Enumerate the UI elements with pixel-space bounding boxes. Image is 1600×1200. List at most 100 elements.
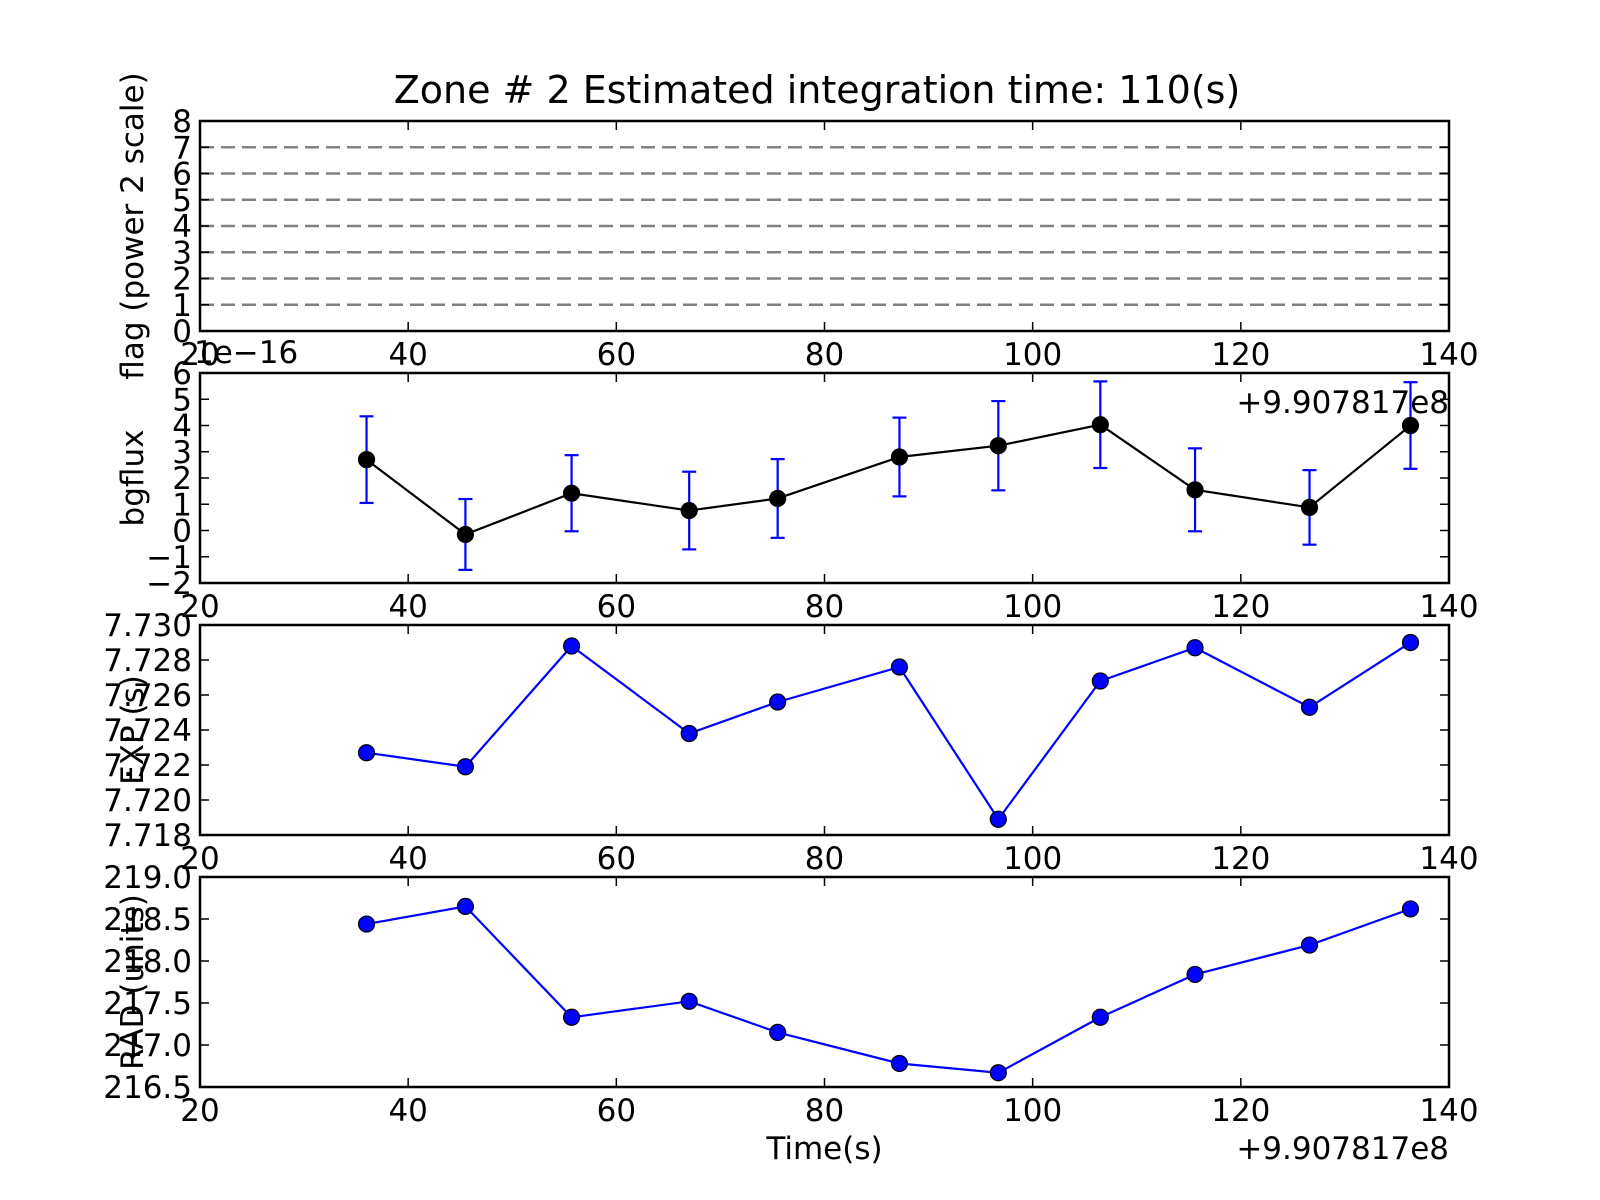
bgflux-xtick-label-2: 60 <box>597 589 636 625</box>
rad-x-offset-text: +9.907817e8 <box>1236 1131 1449 1167</box>
bgflux-ytick-label-5: 3 <box>172 435 192 471</box>
bgflux-point-10 <box>1401 416 1420 435</box>
rad-xtick-label-1: 40 <box>388 1093 427 1129</box>
exp-point-10 <box>1401 633 1420 652</box>
rad-xtick-label-2: 60 <box>597 1093 636 1129</box>
flag-xtick-label-0: 20 <box>180 337 219 373</box>
rad-ytick-label-0: 216.5 <box>103 1070 192 1106</box>
exp-axes-frame <box>198 623 1451 837</box>
exp-point-0 <box>357 744 376 762</box>
bgflux-xtick-label-3: 80 <box>805 589 844 625</box>
exp-point-5 <box>890 658 909 676</box>
bgflux-xtick-label-1: 40 <box>388 589 427 625</box>
flag-ylabel: flag (power 2 scale) <box>115 72 151 379</box>
bgflux-point-2 <box>562 484 581 502</box>
bgflux-ylabel: bgflux <box>115 430 151 527</box>
bgflux-series-line <box>365 423 1412 536</box>
rad-point-9 <box>1300 936 1319 954</box>
exp-ytick-label-2: 7.722 <box>103 748 192 784</box>
rad-point-8 <box>1186 965 1204 984</box>
rad-ytick-label-4: 218.5 <box>103 902 192 938</box>
exp-point-3 <box>680 724 698 743</box>
rad-point-5 <box>890 1054 909 1073</box>
bgflux-point-8 <box>1186 481 1204 499</box>
rad-xtick-label-0: 20 <box>180 1093 219 1129</box>
rad-xtick-label-5: 120 <box>1211 1093 1270 1129</box>
flag-ytick-label-6: 6 <box>172 157 192 193</box>
bgflux-ytick-label-8: 6 <box>172 356 192 392</box>
bgflux-point-1 <box>456 525 475 544</box>
exp-point-6 <box>989 810 1007 828</box>
rad-ytick-label-2: 217.5 <box>103 986 192 1022</box>
flag-xtick-label-6: 140 <box>1419 337 1478 373</box>
panel-rad: 20 40 60 80 100 120 140 216.5 217.0 217.5 218.0 218… <box>103 860 1478 1167</box>
chart-title: Zone # 2 Estimated integration time: 110… <box>394 68 1241 112</box>
bgflux-xtick-label-5: 120 <box>1211 589 1270 625</box>
flag-ytick-label-2: 2 <box>172 262 192 298</box>
bgflux-point-3 <box>680 501 698 520</box>
rad-point-6 <box>989 1064 1007 1082</box>
exp-xtick-label-4: 100 <box>1003 841 1062 877</box>
exp-xtick-label-3: 80 <box>805 841 844 877</box>
flag-ytick-label-4: 4 <box>172 209 192 245</box>
flag-ytick-label-5: 5 <box>172 183 192 219</box>
flag-ytick-label-1: 1 <box>172 288 192 324</box>
exp-series-line <box>366 641 1412 822</box>
flag-ytick-label-7: 7 <box>172 130 192 166</box>
bgflux-ytick-label-7: 5 <box>172 382 192 418</box>
bgflux-point-4 <box>769 489 787 508</box>
exp-point-2 <box>562 637 581 655</box>
exp-ytick-label-0: 7.718 <box>103 818 192 854</box>
bgflux-ytick-label-3: 1 <box>172 487 192 523</box>
bgflux-x-offset-text: +9.907817e8 <box>1236 385 1449 421</box>
exp-xtick-label-2: 60 <box>597 841 636 877</box>
rad-xtick-label-4: 100 <box>1003 1093 1062 1129</box>
rad-ylabel: RAD (units) <box>115 894 151 1070</box>
exp-point-4 <box>769 693 787 711</box>
exp-xtick-label-6: 140 <box>1419 841 1478 877</box>
flag-xtick-label-3: 80 <box>805 337 844 373</box>
flag-xtick-label-4: 100 <box>1003 337 1062 373</box>
rad-point-10 <box>1401 900 1420 918</box>
rad-xtick-label-6: 140 <box>1419 1093 1478 1129</box>
exp-ytick-label-5: 7.728 <box>103 643 192 679</box>
bgflux-axes-frame <box>198 371 1451 585</box>
rad-axes-frame <box>198 875 1451 1089</box>
flag-xtick-label-2: 60 <box>597 337 636 373</box>
exp-ytick-label-6: 7.730 <box>103 608 192 644</box>
bgflux-ytick-label-4: 2 <box>172 461 192 497</box>
exp-point-8 <box>1186 639 1204 657</box>
rad-point-4 <box>769 1023 787 1042</box>
exp-ytick-label-4: 7.726 <box>103 678 192 714</box>
exp-ytick-label-1: 7.720 <box>103 783 192 819</box>
bgflux-ytick-label-6: 4 <box>172 409 192 445</box>
bgflux-xtick-label-4: 100 <box>1003 589 1062 625</box>
bgflux-point-7 <box>1091 416 1109 434</box>
flag-axes-frame <box>198 119 1451 333</box>
exp-xtick-label-1: 40 <box>388 841 427 877</box>
bgflux-ytick-label-0: −2 <box>146 566 192 602</box>
rad-point-3 <box>680 992 698 1010</box>
rad-point-0 <box>357 915 376 933</box>
exp-xtick-label-5: 120 <box>1211 841 1270 877</box>
bgflux-ytick-label-1: −1 <box>146 540 192 576</box>
exp-xtick-label-0: 20 <box>180 841 219 877</box>
bgflux-point-6 <box>989 437 1007 455</box>
flag-ytick-label-0: 0 <box>172 314 192 350</box>
rad-ytick-label-3: 218.0 <box>103 944 192 980</box>
rad-point-7 <box>1091 1008 1109 1026</box>
flag-ytick-label-3: 3 <box>172 235 192 271</box>
bgflux-ytick-label-2: 0 <box>172 514 192 550</box>
bgflux-xtick-label-0: 20 <box>180 589 219 625</box>
exp-point-7 <box>1091 672 1109 690</box>
rad-ytick-label-5: 219.0 <box>103 860 192 896</box>
panel-exp: 20 40 60 80 100 120 1407.7187.7207.7227.7247.7… <box>103 608 1478 877</box>
exp-point-1 <box>456 758 475 776</box>
flag-xtick-label-1: 40 <box>388 337 427 373</box>
rad-point-2 <box>562 1008 581 1026</box>
flag-ytick-label-8: 8 <box>172 104 192 140</box>
rad-ytick-label-1: 217.0 <box>103 1028 192 1064</box>
exp-ylabel: EXP (s) <box>115 675 151 785</box>
